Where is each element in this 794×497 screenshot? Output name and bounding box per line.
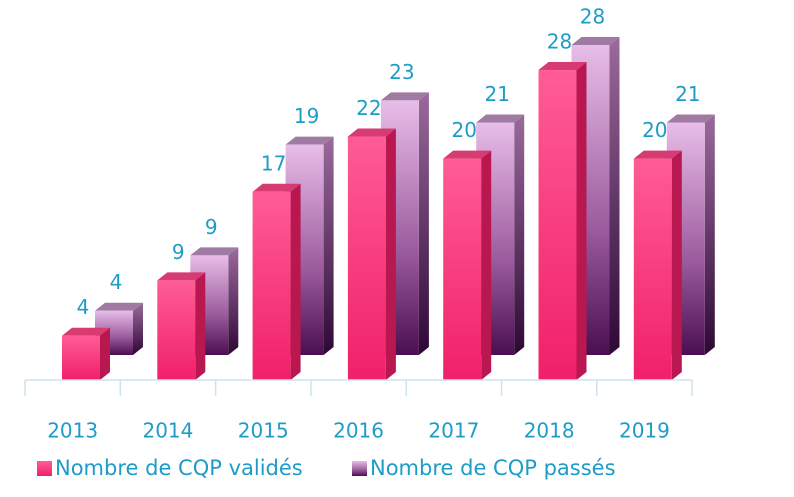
bar [538, 70, 577, 380]
bar-top [443, 150, 492, 159]
bar-side [671, 150, 682, 380]
data-label: 19 [294, 104, 319, 128]
data-label: 21 [675, 82, 700, 106]
data-label: 9 [205, 215, 218, 239]
bar-top [62, 327, 110, 336]
bar-top [633, 150, 682, 159]
plot: 44 99 19 17 23 22 21 20 28 28 21 20 [62, 5, 715, 380]
bar-top [95, 302, 143, 311]
bar-side [481, 150, 492, 380]
bar-top [347, 128, 396, 137]
bar-top [538, 62, 587, 71]
bar-side [228, 247, 239, 355]
bar-side [100, 327, 110, 380]
x-tick-label: 2016 [333, 419, 384, 443]
x-tick-label: 2017 [428, 419, 479, 443]
bar [443, 158, 482, 380]
bar-side [290, 183, 301, 380]
bar-side [609, 37, 620, 355]
x-axis-ticks: 2013 2014 2015 2016 2017 2018 2019 [24, 380, 693, 443]
x-tick-label: 2018 [524, 419, 575, 443]
legend: Nombre de CQP validés Nombre de CQP passé… [37, 456, 616, 480]
bar-side [385, 128, 396, 380]
data-label: 20 [642, 118, 667, 142]
bar-top [476, 114, 525, 123]
bar [62, 335, 100, 380]
bar-top [190, 247, 239, 256]
bar-top [157, 272, 206, 281]
legend-swatch [37, 461, 52, 476]
bar-top [285, 136, 334, 145]
x-tick-label: 2015 [238, 419, 289, 443]
bar-top [571, 37, 620, 46]
data-label: 17 [261, 151, 286, 175]
data-label: 28 [580, 5, 605, 29]
bar-side [514, 114, 525, 355]
bar-side [576, 62, 587, 380]
data-label: 28 [547, 30, 572, 54]
bar-top [252, 183, 301, 192]
bar-side [418, 92, 429, 355]
bar-side [323, 136, 334, 355]
x-tick-label: 2013 [47, 419, 98, 443]
data-label: 21 [484, 82, 509, 106]
data-label: 20 [451, 118, 476, 142]
data-label: 23 [389, 60, 414, 84]
legend-label: Nombre de CQP validés [55, 456, 303, 480]
legend-label: Nombre de CQP passés [370, 456, 616, 480]
data-label: 22 [356, 96, 381, 120]
bar [347, 136, 386, 380]
bar [633, 158, 672, 380]
data-label: 9 [172, 240, 185, 264]
bar-side [704, 114, 715, 355]
bar-top [380, 92, 429, 101]
bar-top [666, 114, 715, 123]
x-tick-label: 2019 [619, 419, 670, 443]
bar [252, 191, 291, 380]
x-tick-label: 2014 [142, 419, 193, 443]
bar-side [195, 272, 206, 380]
bar [157, 280, 196, 380]
data-label: 4 [77, 295, 90, 319]
bar-side [133, 302, 143, 355]
legend-swatch [352, 461, 367, 476]
data-label: 4 [110, 270, 123, 294]
